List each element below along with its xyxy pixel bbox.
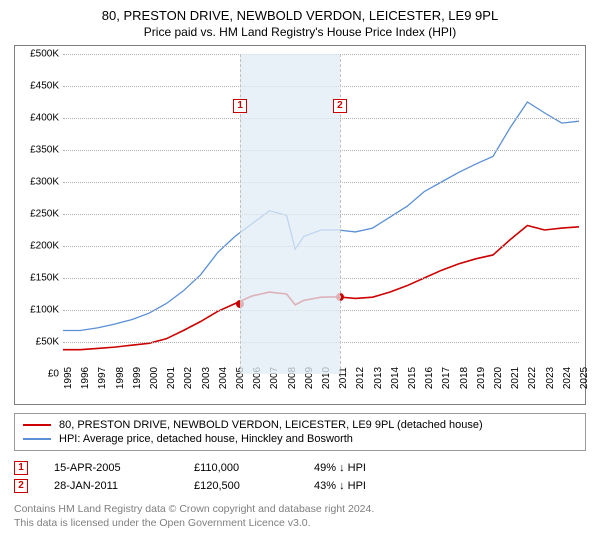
y-axis-label: £450K <box>17 81 59 92</box>
sale-price: £120,500 <box>194 480 314 492</box>
sales-table: 1 15-APR-2005£110,00049% ↓ HPI 2 28-JAN-201… <box>14 459 586 495</box>
sale-row: 2 28-JAN-2011£120,50043% ↓ HPI <box>14 477 586 495</box>
y-axis-label: £150K <box>17 273 59 284</box>
sale-marker: 2 <box>333 99 347 113</box>
chart-area: £0 £50K £100K £150K £200K £250K £300K £350K £400… <box>14 45 586 405</box>
sale-date: 28-JAN-2011 <box>54 480 194 492</box>
sale-price: £110,000 <box>194 462 314 474</box>
sale-delta: 43% ↓ HPI <box>314 480 434 492</box>
y-axis-label: £200K <box>17 241 59 252</box>
chart-subtitle: Price paid vs. HM Land Registry's House … <box>14 25 586 39</box>
legend-item: HPI: Average price, detached house, Hinc… <box>23 432 577 446</box>
y-axis-label: £500K <box>17 49 59 60</box>
ownership-band <box>240 54 340 374</box>
sale-date: 15-APR-2005 <box>54 462 194 474</box>
y-axis-label: £400K <box>17 113 59 124</box>
y-axis-label: £50K <box>17 337 59 348</box>
y-axis-label: £100K <box>17 305 59 316</box>
y-axis-label: £300K <box>17 177 59 188</box>
y-axis-label: £250K <box>17 209 59 220</box>
sale-marker-icon: 1 <box>14 461 28 475</box>
legend-swatch <box>23 424 51 426</box>
sale-delta: 49% ↓ HPI <box>314 462 434 474</box>
legend-label: 80, PRESTON DRIVE, NEWBOLD VERDON, LEICE… <box>59 419 483 431</box>
chart-title: 80, PRESTON DRIVE, NEWBOLD VERDON, LEICE… <box>14 8 586 23</box>
sale-marker-icon: 2 <box>14 479 28 493</box>
y-axis-label: £0 <box>17 369 59 380</box>
legend-label: HPI: Average price, detached house, Hinc… <box>59 433 353 445</box>
y-axis-label: £350K <box>17 145 59 156</box>
legend-swatch <box>23 438 51 440</box>
sale-marker: 1 <box>233 99 247 113</box>
legend: 80, PRESTON DRIVE, NEWBOLD VERDON, LEICE… <box>14 413 586 451</box>
sale-row: 1 15-APR-2005£110,00049% ↓ HPI <box>14 459 586 477</box>
footer-attribution: Contains HM Land Registry data © Crown c… <box>14 503 586 530</box>
footer-line: This data is licensed under the Open Gov… <box>14 517 586 531</box>
footer-line: Contains HM Land Registry data © Crown c… <box>14 503 586 517</box>
legend-item: 80, PRESTON DRIVE, NEWBOLD VERDON, LEICE… <box>23 418 577 432</box>
x-axis-label: 2025 <box>579 367 600 389</box>
